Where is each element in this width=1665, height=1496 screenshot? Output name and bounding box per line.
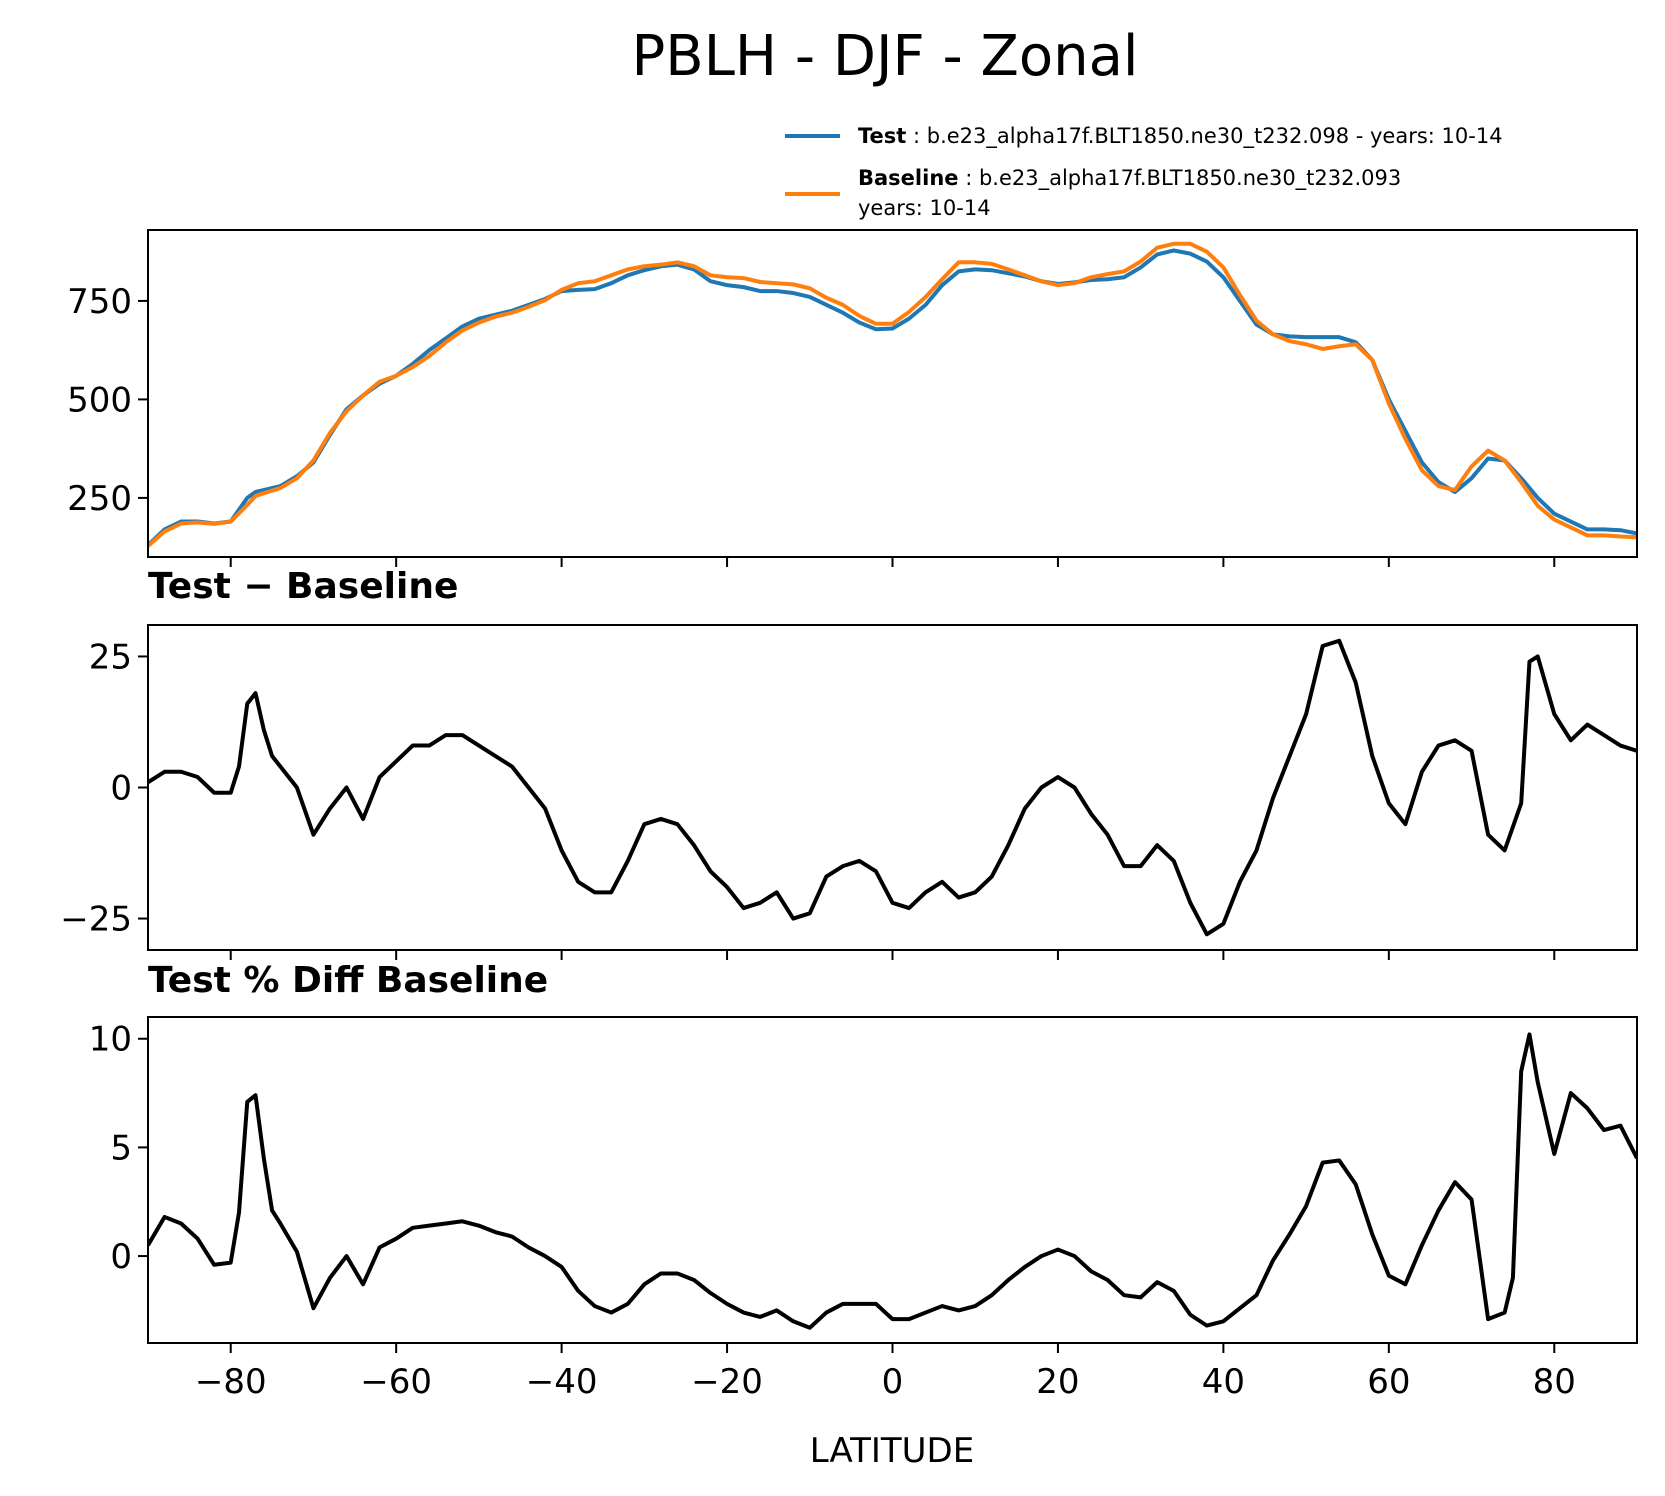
- panel-difference: Test − Baseline −25 0 25: [60, 566, 1638, 960]
- legend-baseline-bold: Baseline: [858, 166, 959, 190]
- x-tick-label-0: −80: [195, 1362, 267, 1402]
- x-tick-label-5: 20: [1036, 1362, 1079, 1402]
- series-line-0-1: [148, 241, 1637, 548]
- x-tick-label-2: −40: [526, 1362, 598, 1402]
- figure-title: PBLH - DJF - Zonal: [632, 24, 1139, 89]
- legend-test-text: : b.e23_alpha17f.BLT1850.ne30_t232.098 -…: [906, 124, 1502, 149]
- legend-baseline-text: : b.e23_alpha17f.BLT1850.ne30_t232.093: [959, 166, 1402, 191]
- legend-baseline-entry: Baseline : b.e23_alpha17f.BLT1850.ne30_t…: [858, 166, 1401, 191]
- y-tick-label-1-0: −25: [60, 900, 132, 940]
- series-line-2-0: [148, 1032, 1637, 1330]
- x-tick-label-6: 40: [1202, 1362, 1245, 1402]
- y-tick-label-2-0: 0: [110, 1237, 132, 1277]
- x-tick-label-3: −20: [691, 1362, 763, 1402]
- legend: Test : b.e23_alpha17f.BLT1850.ne30_t232.…: [785, 124, 1503, 220]
- y-tick-label-0-2: 750: [67, 282, 132, 322]
- legend-test-entry: Test : b.e23_alpha17f.BLT1850.ne30_t232.…: [858, 124, 1503, 149]
- x-tick-label-1: −60: [360, 1362, 432, 1402]
- panel-title-2: Test % Diff Baseline: [148, 960, 548, 1001]
- series-line-1-0: [148, 638, 1637, 937]
- panel-pblh: 250 500 750: [67, 229, 1638, 567]
- panel-percent-difference: Test % Diff Baseline 0 5 10 −80 −60 −40 −20 0 20 4…: [89, 960, 1638, 1402]
- x-axis-label: LATITUDE: [810, 1431, 974, 1471]
- y-tick-label-2-1: 5: [110, 1128, 132, 1168]
- y-tick-label-1-2: 25: [89, 637, 132, 677]
- x-tick-label-4: 0: [882, 1362, 904, 1402]
- panel-title-1: Test − Baseline: [148, 566, 458, 607]
- x-tick-label-7: 60: [1367, 1362, 1410, 1402]
- x-tick-label-8: 80: [1533, 1362, 1576, 1402]
- y-tick-label-2-2: 10: [89, 1020, 132, 1060]
- y-tick-label-0-1: 500: [67, 380, 132, 420]
- y-tick-label-0-0: 250: [67, 479, 132, 519]
- legend-baseline-years: years: 10-14: [858, 196, 991, 220]
- y-tick-label-1-1: 0: [110, 769, 132, 809]
- legend-test-bold: Test: [858, 124, 906, 148]
